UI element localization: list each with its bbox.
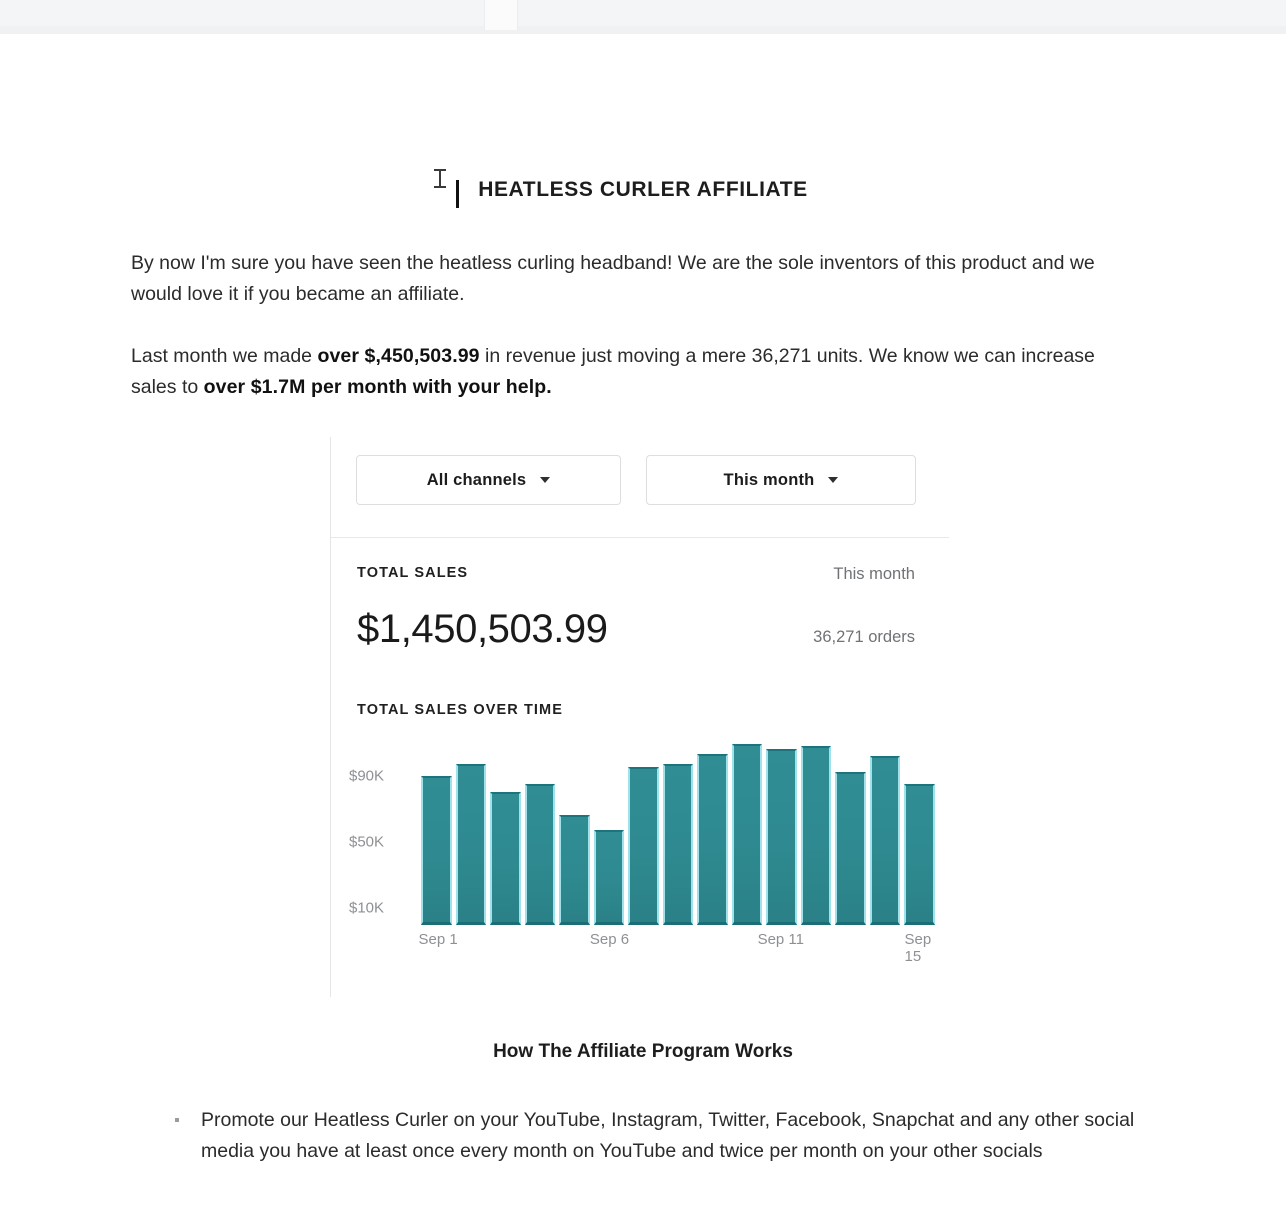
bar-fill: [455, 763, 487, 925]
dashboard-filter-row: All channels This month: [331, 437, 949, 524]
chart-bar-8[interactable]: [662, 729, 694, 925]
chart-bar-6[interactable]: [593, 729, 625, 925]
bullet-icon: [175, 1118, 179, 1122]
bar-fill: [869, 755, 901, 925]
intro-paragraph: By now I'm sure you have seen the heatle…: [131, 252, 1095, 305]
card-divider: [331, 537, 949, 538]
revenue-paragraph: Last month we made over $,450,503.99 in …: [131, 341, 1143, 403]
channel-filter-label: All channels: [426, 470, 527, 489]
total-sales-value: $1,450,503.99: [357, 607, 608, 651]
chart-bar-3[interactable]: [490, 729, 521, 925]
period-filter-dropdown[interactable]: This month: [646, 455, 916, 505]
y-axis-tick-label: $50K: [349, 833, 385, 851]
sales-dashboard-card: All channels This month TOTAL SALES This…: [330, 437, 949, 997]
chart-bar-13[interactable]: [835, 729, 866, 925]
bar-fill: [835, 772, 866, 925]
chart-bar-10[interactable]: [731, 729, 763, 925]
total-sales-over-time-chart: $90K $50K $10K Sep 1 Sep 6 Sep 11 Sep 15: [349, 729, 935, 965]
revenue-bold-target: over $1.7M per month with your help.: [203, 376, 552, 398]
bar-fill: [662, 763, 694, 925]
chart-bar-1[interactable]: [421, 729, 452, 925]
chart-bar-11[interactable]: [766, 729, 797, 925]
revenue-text-part-2: in revenue just moving a mere 36,271 uni…: [131, 345, 1095, 398]
chart-bar-14[interactable]: [869, 729, 901, 925]
chart-bar-15[interactable]: [904, 729, 935, 925]
chart-y-axis: $90K $50K $10K: [349, 729, 409, 925]
x-axis-tick-label: Sep 6: [589, 931, 630, 948]
text-insertion-caret-icon: [456, 180, 459, 208]
chart-bar-7[interactable]: [628, 729, 659, 925]
ibeam-bottom-cap: [434, 186, 446, 188]
text-ibeam-cursor-icon: [434, 168, 446, 190]
bar-fill: [697, 753, 728, 925]
x-axis-tick-label: Sep 15: [904, 931, 932, 965]
bar-fill: [800, 745, 832, 925]
chart-plot-area: [421, 729, 935, 925]
ibeam-stem: [439, 170, 441, 188]
chart-bar-9[interactable]: [697, 729, 728, 925]
top-gray-band-edge: [0, 26, 1286, 34]
bar-fill: [628, 767, 659, 925]
y-axis-tick-label: $90K: [349, 767, 385, 784]
page-title: HEATLESS CURLER AFFILIATE: [478, 178, 808, 201]
bar-fill: [766, 748, 797, 925]
chart-bar-4[interactable]: [524, 729, 556, 925]
bar-fill: [490, 792, 521, 925]
bar-fill: [593, 830, 625, 925]
period-filter-label: This month: [723, 470, 815, 489]
channel-filter-dropdown[interactable]: All channels: [356, 455, 621, 505]
top-band-notch: [484, 0, 518, 30]
bar-fill: [421, 775, 452, 925]
chart-bar-12[interactable]: [800, 729, 832, 925]
revenue-text-part-1: Last month we made: [131, 345, 318, 367]
total-sales-label: TOTAL SALES: [357, 565, 469, 581]
revenue-bold-amount: over $,450,503.99: [317, 345, 480, 367]
bar-fill: [731, 743, 763, 925]
chevron-down-icon: [828, 477, 839, 483]
bar-fill: [559, 815, 590, 925]
kpi-period-label: This month: [833, 565, 915, 583]
section-heading: How The Affiliate Program Works: [493, 1041, 793, 1062]
y-axis-tick-label: $10K: [349, 899, 385, 917]
x-axis-tick-label: Sep 1: [418, 931, 458, 948]
x-axis-tick-label: Sep 11: [757, 931, 805, 948]
list-item-text: Promote our Heatless Curler on your YouT…: [201, 1109, 1135, 1162]
list-item: Promote our Heatless Curler on your YouT…: [175, 1105, 1140, 1167]
chart-bar-2[interactable]: [455, 729, 487, 925]
chevron-down-icon: [540, 477, 551, 483]
chart-heading: TOTAL SALES OVER TIME: [357, 702, 563, 718]
chart-bar-5[interactable]: [559, 729, 590, 925]
bar-fill: [904, 783, 935, 925]
bar-fill: [524, 783, 556, 925]
orders-count-label: 36,271 orders: [813, 628, 915, 646]
chart-x-axis: Sep 1 Sep 6 Sep 11 Sep 15: [418, 931, 935, 965]
